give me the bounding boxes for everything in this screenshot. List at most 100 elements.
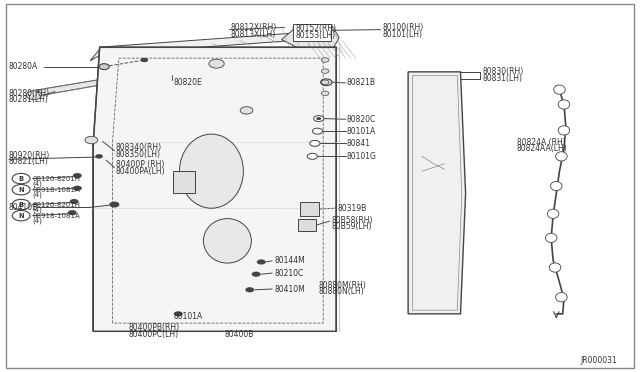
Circle shape — [312, 128, 323, 134]
Text: (4): (4) — [33, 192, 42, 198]
Text: 80210C: 80210C — [274, 269, 303, 278]
Text: 80821B: 80821B — [347, 78, 376, 87]
Text: B: B — [19, 176, 24, 182]
Text: 80820E: 80820E — [173, 78, 202, 87]
Text: 80281(LH): 80281(LH) — [9, 95, 49, 104]
Circle shape — [321, 79, 332, 86]
Text: 08918-1081A: 08918-1081A — [33, 213, 81, 219]
Polygon shape — [93, 47, 336, 331]
Ellipse shape — [545, 233, 557, 243]
Circle shape — [73, 173, 82, 178]
Circle shape — [12, 173, 30, 184]
Circle shape — [12, 185, 30, 195]
Text: 80812X(RH): 80812X(RH) — [230, 23, 277, 32]
Bar — [300, 202, 319, 217]
Text: N: N — [19, 213, 24, 219]
Text: 08918-1081A: 08918-1081A — [33, 187, 81, 193]
Circle shape — [173, 311, 182, 317]
Polygon shape — [282, 27, 339, 52]
Ellipse shape — [558, 126, 570, 135]
Circle shape — [321, 58, 329, 62]
Ellipse shape — [179, 134, 243, 208]
Circle shape — [70, 199, 79, 204]
Circle shape — [307, 153, 317, 159]
Bar — [298, 219, 316, 231]
Circle shape — [314, 116, 324, 122]
Circle shape — [12, 199, 30, 210]
Text: 80101G: 80101G — [347, 152, 377, 161]
Circle shape — [26, 91, 42, 100]
Text: 08126-8201H: 08126-8201H — [33, 202, 81, 208]
Ellipse shape — [547, 209, 559, 218]
Circle shape — [316, 117, 321, 120]
Circle shape — [12, 211, 30, 221]
Circle shape — [95, 154, 103, 158]
Text: 80410M: 80410M — [274, 285, 305, 294]
Circle shape — [141, 58, 148, 62]
Ellipse shape — [550, 182, 562, 190]
Text: 80400B: 80400B — [224, 330, 253, 339]
Circle shape — [245, 287, 254, 292]
Ellipse shape — [554, 85, 565, 94]
Text: 80400P (RH): 80400P (RH) — [116, 160, 164, 169]
Bar — [173, 171, 195, 193]
Text: 80400PB(RH): 80400PB(RH) — [129, 323, 180, 332]
Text: 80319B: 80319B — [338, 204, 367, 213]
Bar — [293, 24, 332, 41]
Circle shape — [209, 59, 224, 68]
Circle shape — [321, 91, 329, 96]
Text: 80821(LH): 80821(LH) — [9, 157, 49, 166]
Text: 808340(RH): 808340(RH) — [116, 143, 162, 152]
Circle shape — [252, 272, 260, 277]
Text: 80101A: 80101A — [173, 312, 202, 321]
Text: 80100(RH): 80100(RH) — [383, 23, 424, 32]
Text: 808350(LH): 808350(LH) — [116, 150, 161, 158]
Circle shape — [73, 186, 82, 191]
Ellipse shape — [556, 292, 567, 302]
Text: 80400PA(LH): 80400PA(LH) — [116, 167, 165, 176]
Ellipse shape — [204, 219, 252, 263]
Text: 80152(RH): 80152(RH) — [296, 24, 337, 33]
Ellipse shape — [549, 263, 561, 272]
Text: 80101(LH): 80101(LH) — [383, 29, 422, 39]
Polygon shape — [90, 106, 250, 142]
Polygon shape — [408, 72, 466, 314]
Text: 80400PC(LH): 80400PC(LH) — [129, 330, 179, 339]
Text: 80410B: 80410B — [9, 203, 38, 212]
Text: (4): (4) — [33, 206, 42, 213]
Circle shape — [68, 210, 77, 215]
Circle shape — [321, 80, 329, 84]
Text: N: N — [19, 187, 24, 193]
Polygon shape — [90, 31, 332, 61]
Text: 80880M(RH): 80880M(RH) — [319, 281, 367, 290]
Text: (4): (4) — [33, 218, 42, 224]
Text: 80831(LH): 80831(LH) — [483, 74, 523, 83]
Text: B: B — [19, 202, 24, 208]
Circle shape — [99, 64, 109, 70]
Text: 80280(RH): 80280(RH) — [9, 89, 50, 98]
Text: 80880N(LH): 80880N(LH) — [319, 287, 364, 296]
Circle shape — [257, 259, 266, 264]
Circle shape — [310, 140, 320, 146]
Polygon shape — [31, 60, 218, 97]
Text: 08126-8201H: 08126-8201H — [33, 176, 81, 182]
Text: (4): (4) — [33, 180, 42, 187]
Text: 80813X(LH): 80813X(LH) — [230, 29, 276, 39]
Text: 80841: 80841 — [347, 139, 371, 148]
Circle shape — [109, 202, 120, 208]
Circle shape — [85, 137, 98, 144]
Text: 80824AA(LH): 80824AA(LH) — [516, 144, 568, 153]
Text: 80280A: 80280A — [9, 62, 38, 71]
Circle shape — [321, 69, 329, 73]
Circle shape — [240, 107, 253, 114]
Text: 80B59(LH): 80B59(LH) — [332, 222, 372, 231]
Text: 80830(RH): 80830(RH) — [483, 67, 524, 76]
Ellipse shape — [556, 152, 567, 161]
Text: 80101A: 80101A — [347, 126, 376, 136]
Text: 80824A (RH): 80824A (RH) — [516, 138, 566, 147]
Text: 80B58(RH): 80B58(RH) — [332, 216, 373, 225]
Ellipse shape — [558, 100, 570, 109]
Text: 80820C: 80820C — [347, 115, 376, 124]
Text: 80153(LH): 80153(LH) — [296, 31, 336, 40]
Text: 80144M: 80144M — [274, 256, 305, 265]
